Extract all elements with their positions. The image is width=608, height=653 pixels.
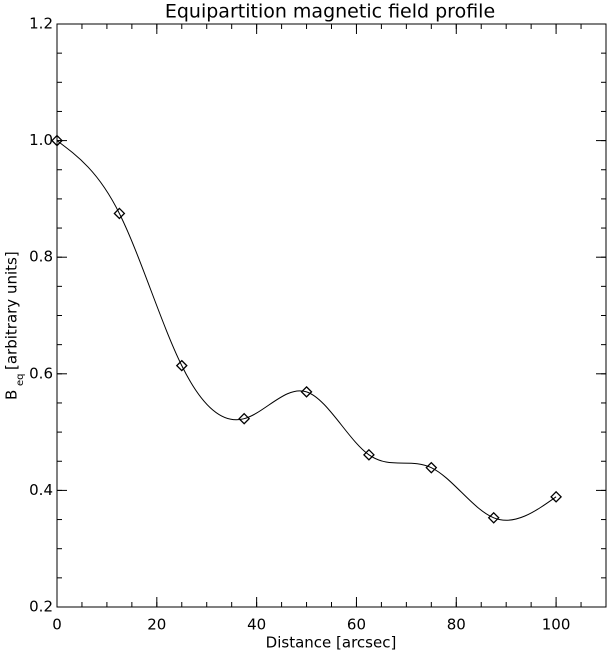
chart-title: Equipartition magnetic field profile xyxy=(165,1,495,23)
y-label-subscript: eq xyxy=(15,374,26,387)
y-tick-label: 1.2 xyxy=(29,15,53,33)
x-tick-label: 20 xyxy=(147,616,166,634)
y-tick-label: 1.0 xyxy=(29,131,53,149)
y-tick-label: 0.6 xyxy=(29,364,53,382)
x-axis-label: Distance [arcsec] xyxy=(266,634,397,652)
data-point xyxy=(175,359,188,372)
data-point xyxy=(425,461,438,474)
data-point xyxy=(550,490,563,503)
plot-frame xyxy=(56,23,607,608)
y-label-rest: [arbitrary units] xyxy=(3,251,21,370)
x-tick-label: 80 xyxy=(447,616,466,634)
data-point xyxy=(487,511,500,524)
data-point xyxy=(238,412,251,425)
y-axis-label: B eq [arbitrary units] xyxy=(3,251,27,400)
y-tick-label: 0.4 xyxy=(29,481,53,499)
data-point xyxy=(363,448,375,461)
x-tick-label: 100 xyxy=(542,616,571,634)
y-tick-label: 0.8 xyxy=(29,248,53,266)
data-point xyxy=(300,385,313,398)
x-tick-label: 60 xyxy=(347,616,366,634)
y-label-main: B xyxy=(3,390,21,400)
data-line xyxy=(56,140,557,521)
y-tick-label: 0.2 xyxy=(29,598,53,616)
x-tick-label: 40 xyxy=(247,616,266,634)
data-point xyxy=(113,207,126,220)
data-point xyxy=(51,134,63,147)
x-tick-label: 0 xyxy=(52,616,62,634)
